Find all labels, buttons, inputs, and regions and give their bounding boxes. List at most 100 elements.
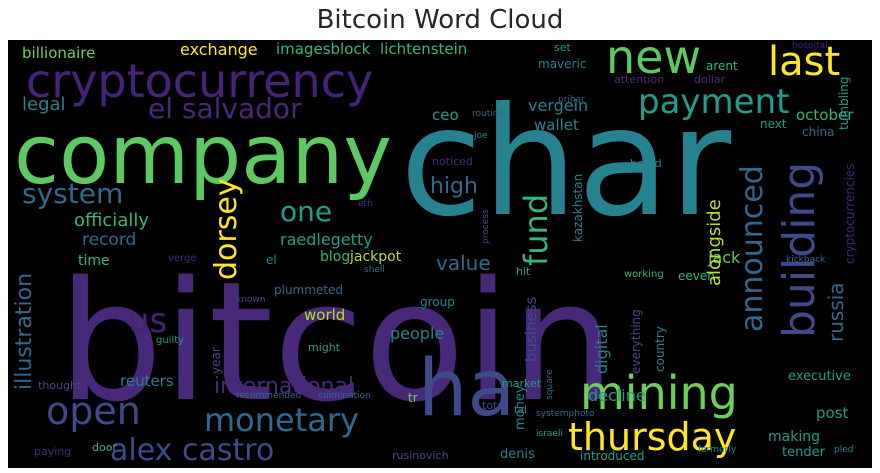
word-kickback: kickback [786,255,826,265]
word-post: post [816,404,849,422]
word-us: us [128,301,168,341]
word-char: char [400,76,732,250]
word-total: total [482,399,508,412]
word-wallet: wallet [534,116,579,134]
word-everything: everything [629,309,643,374]
word-thought: thought [38,379,82,392]
word-legal: legal [22,94,66,115]
word-arent: arent [706,59,738,73]
word-illustration: illustration [12,272,37,390]
word-one: one [280,195,333,228]
word-cloud-canvas: bitcoin char company cryptocurrency ha n… [8,40,872,468]
word-set: set [554,41,571,54]
word-bitcoin: bitcoin [58,246,616,438]
word-verge: verge [168,253,197,264]
word-new: new [606,40,702,84]
word-alex-castro: alex castro [110,433,275,468]
word-israeli: israeli [536,429,563,439]
word-digital: digital [592,324,611,374]
word-ceo: ceo [432,106,459,124]
word-systemphoto: systemphoto [536,409,595,419]
word-executive: executive [788,369,851,384]
word-maveric: maveric [538,57,587,71]
word-high: high [430,174,478,199]
word-hit: hit [516,265,531,278]
word-world: world [304,306,346,324]
word-thursday: thursday [568,415,737,459]
word-kazakhstan: kazakhstan [571,173,585,242]
word-hospital: hospital [792,41,828,51]
word-group: group [420,295,455,309]
word-last: last [768,40,841,85]
word-formerly: formerly [698,445,737,455]
word-market: market [502,377,542,390]
word-announced: announced [735,165,770,332]
word-october: october [796,106,854,124]
word-officially: officially [74,210,149,231]
word-ha: ha [418,344,516,434]
word-working: working [624,269,664,280]
word-russia: russia [824,282,848,342]
word-jack: jack [708,248,741,267]
word-shell: shell [364,265,385,275]
word-international: international [214,374,355,399]
word-year: year [209,347,223,374]
word-china: china [802,125,835,139]
word-time: time [78,253,110,269]
word-monetary: monetary [204,401,359,439]
word-attention: attention [614,73,665,86]
word-money: money [513,385,528,430]
word-el-salvador: el salvador [148,92,302,125]
word-tender: tender [782,445,825,460]
word-company: company [14,108,392,203]
word-tr: tr [408,391,418,405]
word-mining: mining [580,366,738,420]
word-introduced: introduced [580,449,645,463]
word-dorsey: dorsey [209,178,244,280]
word-business: business [522,296,540,362]
word-eth: eth [358,199,373,209]
word-tumbling: tumbling [837,76,851,130]
word-imagesblock: imagesblock [276,40,371,58]
word-country: country [653,326,667,372]
word-denis: denis [500,447,535,462]
word-alongside: alongside [704,199,725,286]
word-fund: fund [517,193,555,266]
word-tal: tal [514,405,527,416]
word-joe: joe [474,131,488,141]
word-billionaire: billionaire [22,44,96,62]
word-el: el [266,253,277,267]
word-raedlegetty: raedlegetty [280,230,373,249]
word-routing: routing [472,109,505,119]
word-decline: decline [588,386,646,405]
word-cloud-title: Bitcoin Word Cloud [316,5,564,35]
word-record: record [82,230,137,250]
word-payment: payment [638,82,790,122]
word-board: board [630,157,662,170]
word-cryptocurrency: cryptocurrency [26,54,374,108]
word-culmination: culmination [318,391,371,401]
word-square: square [545,369,555,400]
word-building: building [774,161,825,338]
word-making: making [768,429,820,445]
word-known: known [236,295,266,305]
word-open: open [46,389,141,433]
word-might: might [308,341,341,354]
word-jackpot: jackpot [350,249,402,265]
word-pled: pled [834,445,854,455]
word-people: people [390,324,445,343]
word-exchange: exchange [180,40,258,59]
word-lichtenstein: lichtenstein [380,40,468,58]
word-noticed: noticed [432,155,473,168]
word-process: process [481,209,491,244]
word-rusinovich: rusinovich [392,449,449,462]
word-blog: blog [320,249,351,265]
word-guilty: guilty [156,335,185,346]
word-recommended: recommended [236,391,302,401]
word-door: door [92,441,117,454]
word-eeven: eeven [678,269,715,283]
word-next: next [760,117,787,131]
word-reuters: reuters [120,372,174,390]
word-paying: paying [34,445,72,458]
word-dollar: dollar [694,73,726,86]
